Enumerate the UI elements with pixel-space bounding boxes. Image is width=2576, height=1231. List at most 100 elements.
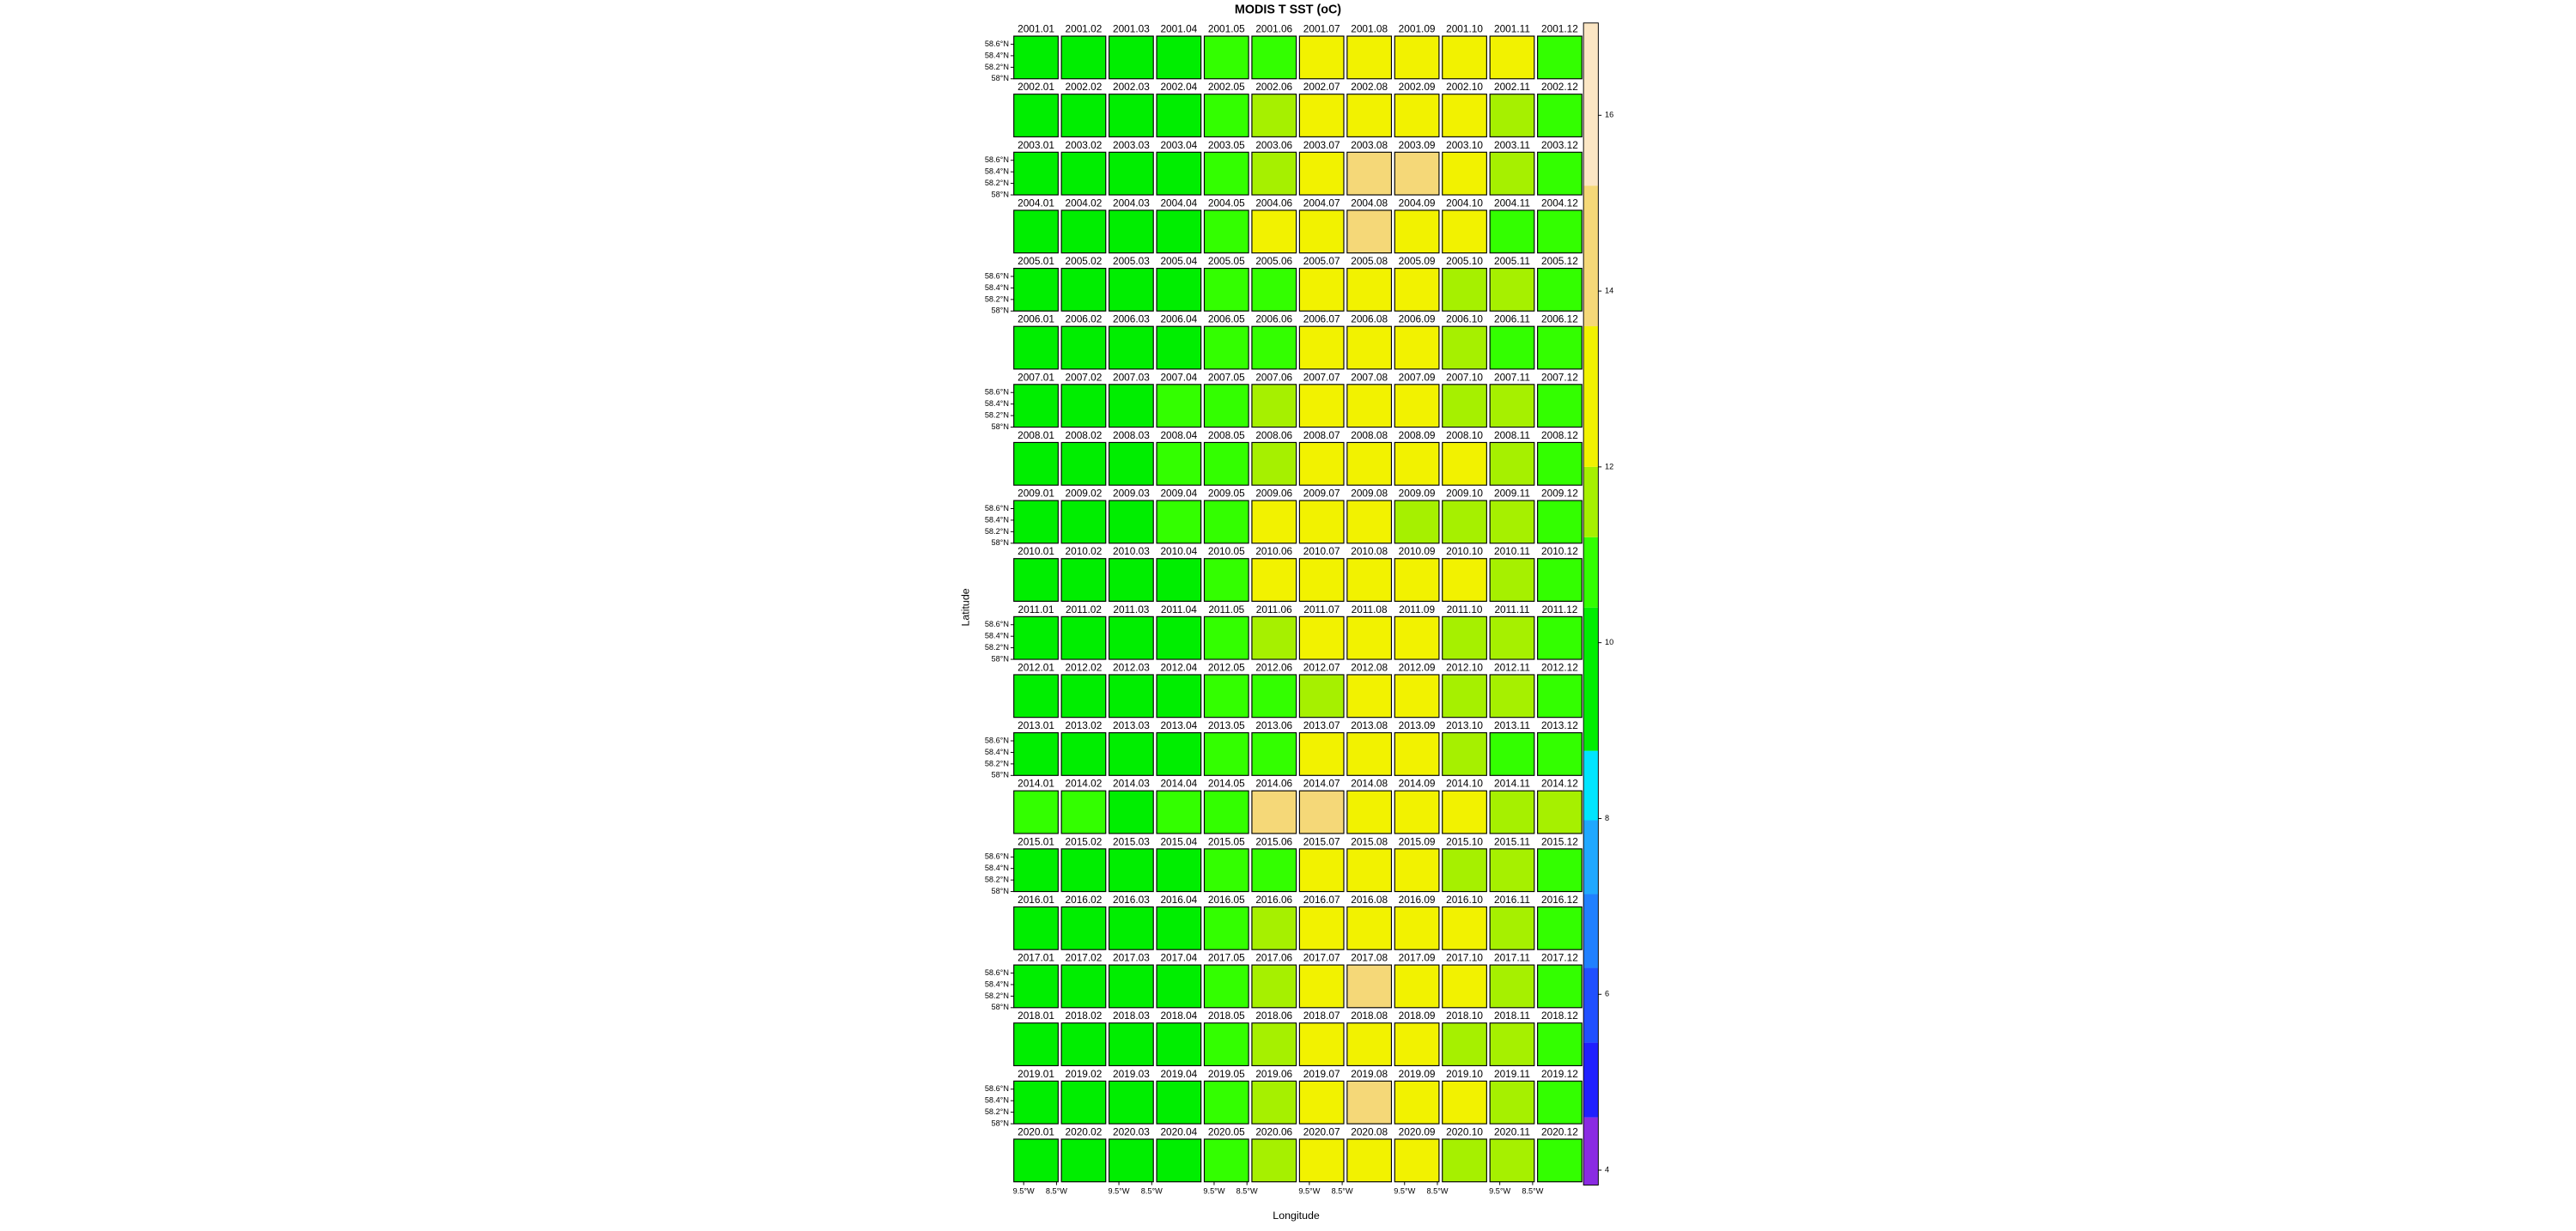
colorbar-band — [1583, 537, 1599, 608]
panel-field — [1156, 906, 1202, 950]
panel-field — [1489, 35, 1535, 80]
panel-field — [1537, 441, 1583, 486]
panel-field — [1156, 35, 1202, 80]
y-tick-label: 58°N — [991, 422, 1008, 431]
y-tick-label: 58.2°N — [985, 527, 1009, 536]
panel-field — [1251, 1080, 1297, 1125]
panel-field — [1537, 674, 1583, 719]
panel-field — [1537, 964, 1583, 1009]
panel-field — [1442, 384, 1487, 428]
panel-field — [1537, 268, 1583, 312]
colorbar-tick-label: 12 — [1605, 462, 1613, 470]
panel-label: 2007.02 — [1066, 371, 1103, 383]
panel-field — [1489, 268, 1535, 312]
panel-label: 2018.03 — [1113, 1010, 1150, 1022]
panel-label: 2013.02 — [1066, 719, 1103, 731]
panel-label: 2016.05 — [1208, 894, 1245, 906]
panel-field — [1346, 151, 1393, 196]
panel-field — [1489, 325, 1535, 370]
panel-label: 2004.02 — [1066, 197, 1103, 209]
panel-field — [1489, 964, 1535, 1009]
panel-label: 2019.09 — [1399, 1068, 1436, 1080]
panel-field — [1060, 616, 1107, 660]
panel-label: 2019.02 — [1066, 1068, 1103, 1080]
panel-label: 2017.09 — [1399, 952, 1436, 964]
panel-field — [1298, 1022, 1345, 1067]
panel-field — [1346, 500, 1393, 544]
panel-label: 2008.04 — [1160, 429, 1197, 441]
panel-field — [1251, 441, 1297, 486]
panel-label: 2005.12 — [1541, 255, 1578, 267]
panel-label: 2019.07 — [1303, 1068, 1340, 1080]
panel-field — [1251, 94, 1297, 137]
panel-label: 2002.06 — [1255, 81, 1292, 93]
x-tick-label: 8.5°W — [1046, 1187, 1067, 1196]
panel-field — [1346, 94, 1393, 137]
panel-field — [1251, 209, 1297, 254]
panel-label: 2005.07 — [1303, 255, 1340, 267]
panel-field — [1346, 1080, 1393, 1125]
panel-field — [1489, 1022, 1535, 1067]
panel-label: 2020.02 — [1066, 1125, 1103, 1137]
panel-label: 2020.11 — [1494, 1125, 1530, 1137]
panel-field — [1537, 35, 1583, 80]
panel-field — [1156, 790, 1202, 834]
panel-field — [1394, 35, 1440, 80]
panel-label: 2003.05 — [1208, 139, 1245, 151]
panel-field — [1298, 674, 1345, 719]
y-tick-label: 58.2°N — [985, 1107, 1009, 1116]
panel-label: 2007.05 — [1208, 371, 1245, 383]
x-tick-label: 8.5°W — [1426, 1187, 1448, 1196]
panel-field — [1442, 151, 1487, 196]
panel-label: 2011.07 — [1303, 603, 1340, 616]
y-tick-label: 58.4°N — [985, 748, 1009, 756]
panel-field — [1156, 616, 1202, 660]
panel-field — [1442, 209, 1487, 254]
panel-label: 2002.10 — [1446, 81, 1483, 93]
colorbar-band — [1583, 1117, 1599, 1186]
panel-label: 2018.08 — [1351, 1010, 1388, 1022]
panel-label: 2010.06 — [1255, 545, 1292, 557]
panel-label: 2010.05 — [1208, 545, 1245, 557]
panel-label: 2019.03 — [1113, 1068, 1150, 1080]
panel-field — [1537, 1022, 1583, 1067]
panel-label: 2007.11 — [1494, 371, 1530, 383]
panel-field — [1298, 441, 1345, 486]
panel-label: 2007.08 — [1351, 371, 1388, 383]
panel-field — [1489, 732, 1535, 776]
x-tick-label: 9.5°W — [1203, 1187, 1224, 1196]
panel-label: 2011.03 — [1113, 603, 1149, 616]
panel-label: 2007.06 — [1255, 371, 1292, 383]
panel-label: 2002.05 — [1208, 81, 1245, 93]
panel-field — [1298, 848, 1345, 893]
panel-field — [1156, 674, 1202, 719]
panel-field — [1394, 209, 1440, 254]
panel-label: 2017.07 — [1303, 952, 1340, 964]
panel-label: 2001.03 — [1113, 23, 1150, 35]
panel-field — [1203, 151, 1249, 196]
x-tick-label: 8.5°W — [1522, 1187, 1543, 1196]
panel-label: 2016.10 — [1446, 894, 1483, 906]
panel-label: 2013.10 — [1446, 719, 1483, 731]
panel-field — [1442, 906, 1487, 950]
panel-field — [1489, 906, 1535, 950]
panel-label: 2006.07 — [1303, 313, 1340, 325]
panel-field — [1203, 268, 1249, 312]
panel-label: 2003.11 — [1494, 139, 1530, 151]
y-tick-label: 58.4°N — [985, 1096, 1009, 1105]
panel-label: 2018.04 — [1160, 1010, 1197, 1022]
panel-field — [1013, 674, 1059, 719]
panel-label: 2018.09 — [1399, 1010, 1436, 1022]
panel-label: 2014.03 — [1113, 778, 1150, 790]
y-tick-label: 58.6°N — [985, 504, 1009, 512]
colorbar-tick-label: 10 — [1605, 638, 1613, 646]
panel-field — [1537, 384, 1583, 428]
panel-field — [1394, 558, 1440, 602]
panel-field — [1203, 790, 1249, 834]
panel-field — [1442, 1138, 1487, 1183]
panel-field — [1346, 1138, 1393, 1183]
y-tick-label: 58.4°N — [985, 167, 1009, 176]
panel-label: 2006.03 — [1113, 313, 1150, 325]
panel-field — [1489, 790, 1535, 834]
panel-label: 2008.11 — [1494, 429, 1530, 441]
